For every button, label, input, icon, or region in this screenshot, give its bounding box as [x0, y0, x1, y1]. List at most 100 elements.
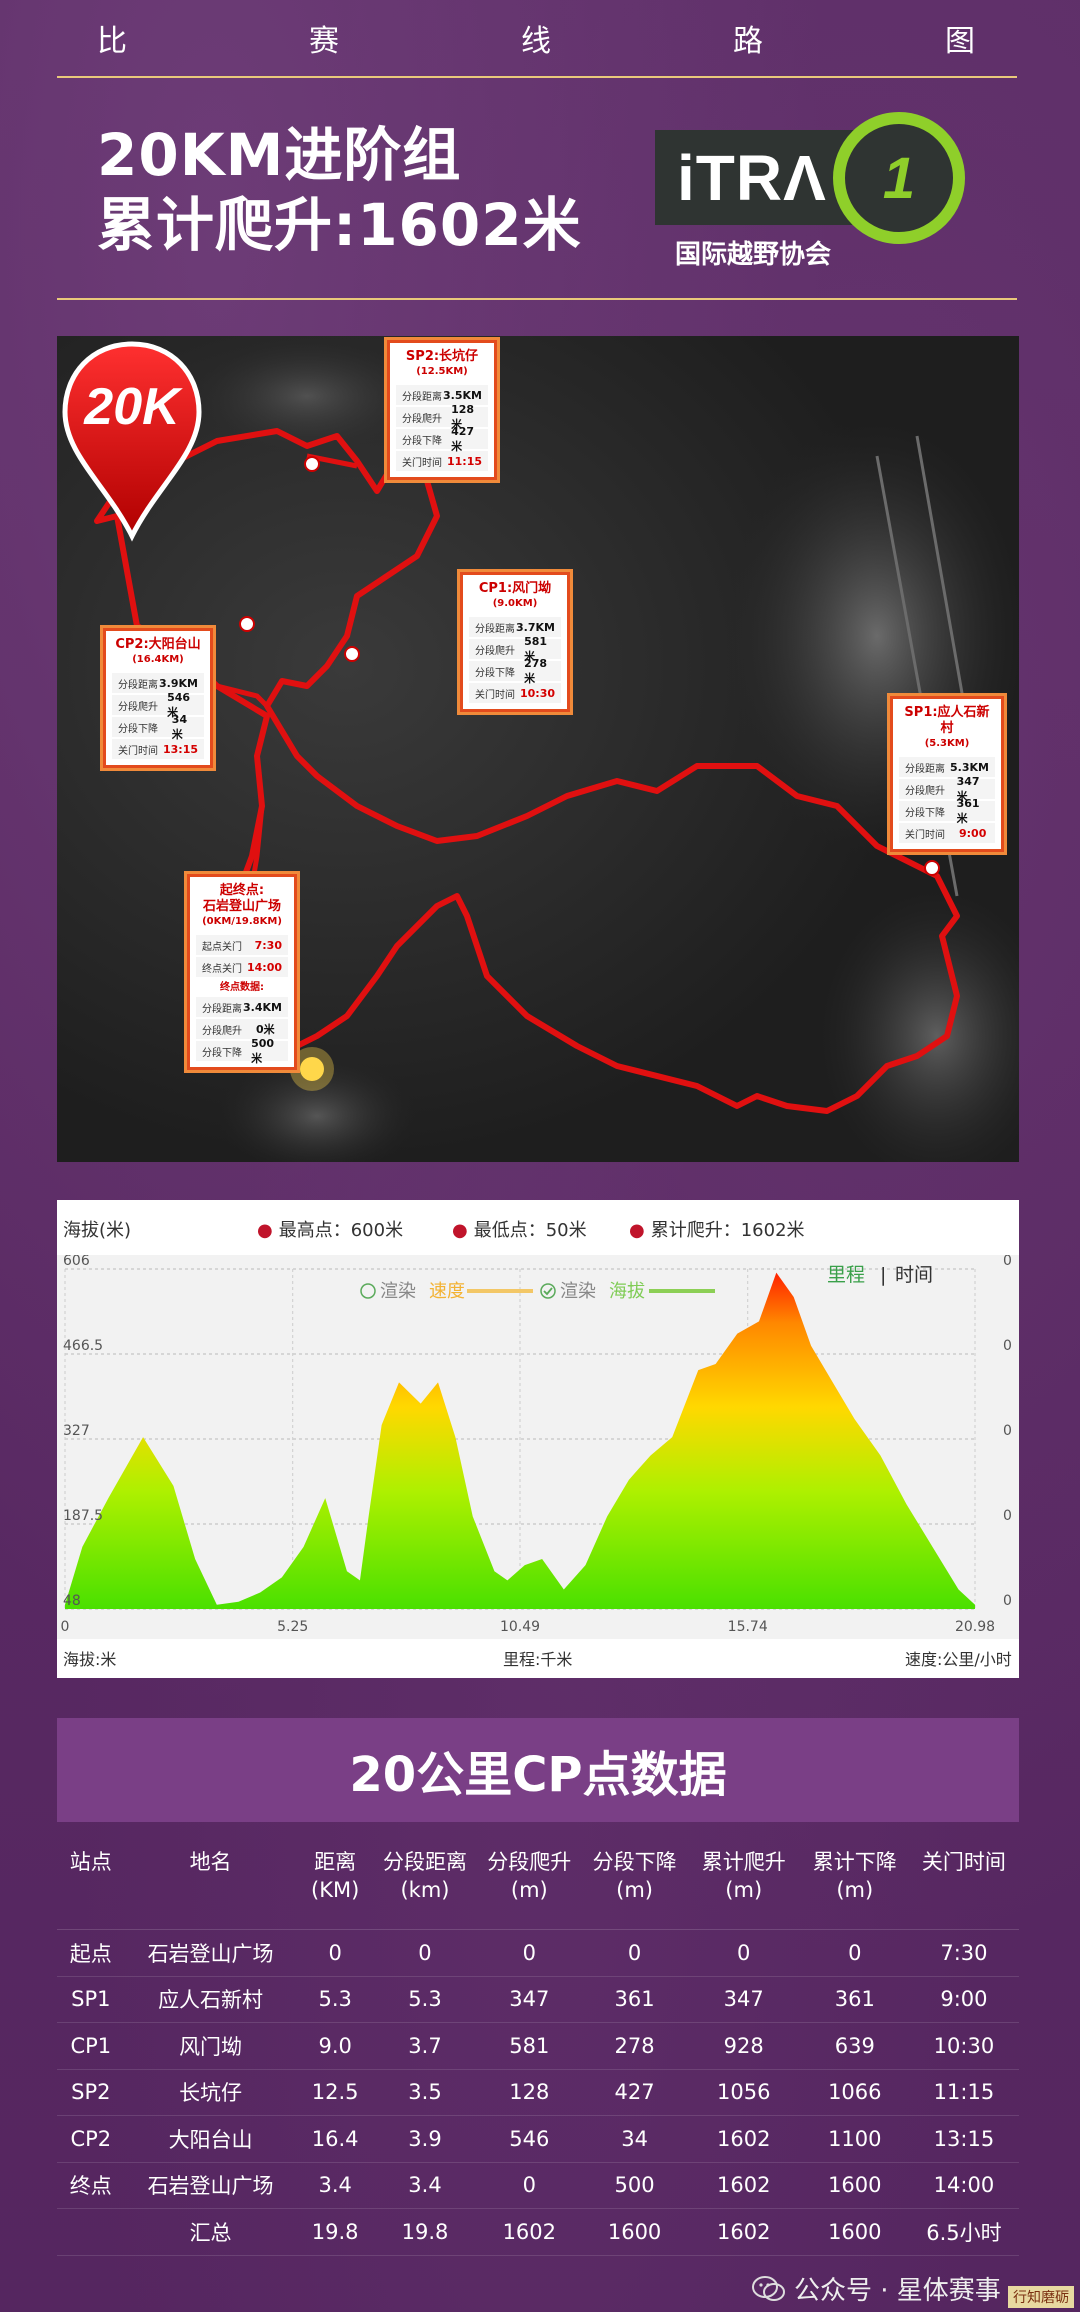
- table-cell: 应人石新村: [158, 1988, 264, 2013]
- row-key: 关门时间: [402, 457, 442, 469]
- y2-tick-label: 0: [1003, 1423, 1012, 1439]
- table-cell: 大阳台山: [168, 2127, 253, 2152]
- toggle-time[interactable]: 时间: [895, 1264, 933, 1286]
- table-cell: 1600: [607, 2219, 662, 2244]
- header-char: 图: [945, 24, 977, 59]
- table-cell: 起点: [69, 1941, 112, 1966]
- table-title: 20公里CP点数据: [57, 1718, 1019, 1822]
- row-key: 分段爬升: [202, 1025, 242, 1037]
- table-cell: 278: [614, 2033, 655, 2058]
- column-header-line: (m): [616, 1878, 653, 1902]
- row-value: 581米: [524, 634, 548, 663]
- row-key: 分段距离: [202, 1003, 242, 1015]
- column-header: 关门时间: [909, 1848, 1019, 1876]
- stat-text: 最高点：600米: [278, 1220, 404, 1241]
- bullet-icon: ●: [452, 1220, 468, 1241]
- row-value: 10:30: [519, 686, 555, 700]
- card-title: SP1:应人石新村: [904, 705, 990, 736]
- table-cell: 0: [848, 1940, 862, 1965]
- table-cell: 361: [614, 1987, 655, 2012]
- header-char: 路: [733, 24, 765, 59]
- row-value: 3.9KM: [159, 676, 198, 690]
- elevation-chart: 606 0 466.5 0 327 0 187.5 0 48 0 0 5.25 10.49 15.74 20…: [61, 1253, 1012, 1635]
- table-cell: 347: [723, 1987, 764, 2012]
- title-climb: 累计爬升:1602米: [97, 191, 582, 259]
- column-header-line: 累计爬升: [701, 1850, 786, 1874]
- 20k-badge-text: 20K: [83, 378, 183, 436]
- column-header-line: (m): [510, 1878, 548, 1902]
- column-header-line: 分段下降: [592, 1850, 677, 1874]
- x-tick-label: 0: [61, 1619, 70, 1635]
- table-cell: 6.5小时: [926, 2220, 1002, 2245]
- header-char: 赛: [309, 24, 341, 59]
- table-cell: 1600: [828, 2219, 882, 2244]
- start-finish-marker: [300, 1057, 324, 1081]
- bullet-icon: ●: [629, 1220, 645, 1241]
- y-tick-label: 606: [63, 1255, 90, 1269]
- table-cell: CP1: [70, 2033, 112, 2058]
- card-km: (12.5KM): [416, 366, 468, 377]
- table-row: CP2 大阳台山 16.4 3.9 546 34 1602 1100 13:15: [57, 2116, 1019, 2163]
- column-header-line: 分段距离: [382, 1850, 467, 1874]
- title-group: 20KM进阶组: [97, 121, 462, 189]
- row-value: 34米: [171, 712, 188, 741]
- column-header-line: (m): [836, 1878, 874, 1902]
- foot-unit-speed: 速度:公里/小时: [905, 1650, 1012, 1669]
- table-cell: 546: [509, 2126, 550, 2151]
- table-cell: 1602: [716, 2173, 771, 2198]
- header-char: 比: [97, 24, 129, 59]
- row-value: 347米: [956, 774, 980, 803]
- sp1-marker: [924, 860, 940, 876]
- stat-climb: ● 累计爬升：1602米: [629, 1216, 805, 1242]
- table-cell: SP1: [71, 1987, 111, 2012]
- legend-render-2: 渲染: [560, 1281, 596, 1302]
- row-value: 500米: [251, 1036, 275, 1065]
- table-cell: 1602: [502, 2219, 557, 2244]
- table-cell: 9:00: [940, 1987, 988, 2012]
- table-cell: 终点: [69, 2174, 112, 2199]
- table-cell: 3.5: [408, 2080, 442, 2105]
- row-value: 361米: [956, 796, 980, 825]
- row-key: 分段爬升: [118, 701, 158, 713]
- y-tick-label: 327: [63, 1423, 90, 1439]
- row-key: 分段下降: [475, 667, 515, 679]
- table-cell: 361: [834, 1987, 875, 2012]
- row-value: 7:30: [254, 938, 282, 952]
- column-header-line: 距离: [314, 1850, 357, 1874]
- toggle-distance[interactable]: 里程: [827, 1264, 865, 1286]
- column-header: 地名: [125, 1848, 297, 1876]
- column-header-line: 地名: [189, 1850, 232, 1874]
- table-cell: 128: [509, 2080, 550, 2105]
- table-cell: 10:30: [933, 2033, 995, 2058]
- row-value: 3.7KM: [516, 620, 555, 634]
- cp2-marker: [239, 616, 255, 632]
- column-header: 分段爬升 (m): [476, 1848, 582, 1904]
- row-key: 分段下降: [202, 1047, 242, 1059]
- corner-tag: 行知磨砺: [1008, 2286, 1074, 2308]
- header-char: 线: [521, 24, 553, 59]
- table-cell: 1056: [716, 2080, 771, 2105]
- y2-tick-label: 0: [1003, 1255, 1012, 1269]
- card-section: 终点数据:: [220, 982, 264, 993]
- cp-data-table: 站点 地名 距离 (KM) 分段距离 (km) 分段爬升 (m) 分段下降 (m) 累计爬升 (m) 累…: [57, 1838, 1019, 2256]
- wechat-icon: [752, 2275, 785, 2301]
- table-cell: CP2: [70, 2126, 112, 2151]
- row-key: 分段爬升: [475, 645, 515, 657]
- row-key: 关门时间: [475, 689, 515, 701]
- row-key: 分段距离: [402, 391, 442, 403]
- column-header: 分段距离 (km): [374, 1848, 476, 1904]
- row-value: 9:00: [959, 826, 987, 840]
- row-value: 13:15: [162, 742, 198, 756]
- table-cell: 5.3: [408, 1987, 442, 2012]
- column-header-line: (km): [400, 1878, 450, 1902]
- checkpoint-card-start-finish: 起终点: 石岩登山广场 (0KM/19.8KM) 起点关门 7:30 终点关门 14…: [187, 874, 297, 1070]
- x-tick-label: 15.74: [728, 1619, 768, 1635]
- table-cell: 0: [328, 1940, 342, 1965]
- table-cell: 500: [614, 2173, 655, 2198]
- table-cell: 3.4: [408, 2173, 442, 2198]
- column-header: 分段下降 (m): [582, 1848, 686, 1904]
- table-row: CP1 风门坳 9.0 3.7 581 278 928 639 10:30: [57, 2023, 1019, 2070]
- row-value: 3.5KM: [443, 388, 482, 402]
- wechat-watermark: 公众号 · 星体赛事: [752, 2270, 1001, 2307]
- x-tick-label: 20.98: [955, 1619, 995, 1635]
